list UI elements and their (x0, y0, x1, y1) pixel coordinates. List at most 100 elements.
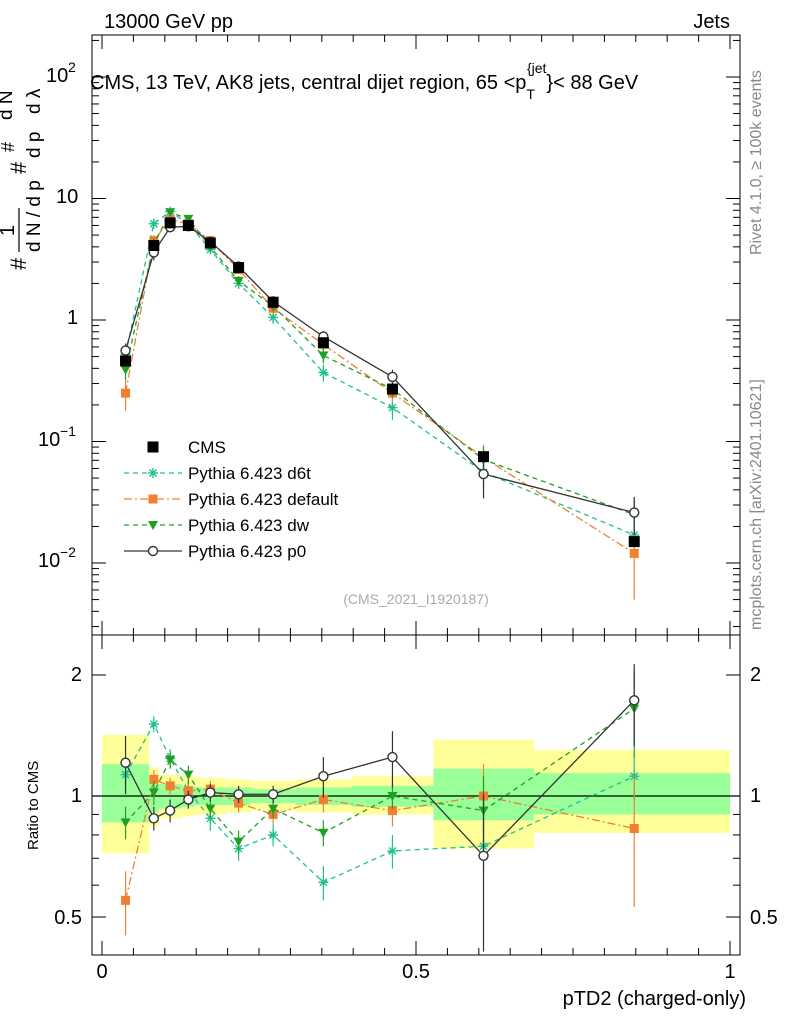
xtick-1: 1 (724, 961, 735, 983)
main-ylabel: # 1 d N / d p # # d p d N d λ (0, 88, 45, 270)
xtick-0.5: 0.5 (402, 961, 430, 983)
ratio-ytick-left-0.5: 0.5 (54, 907, 82, 929)
ytick-label-0.01-exp: −2 (60, 544, 76, 560)
ratio-point-pythia-6-423-dw (183, 770, 194, 780)
ytick-label-0.1-exp: −1 (60, 423, 76, 439)
ratio-ytick-right-2: 2 (750, 664, 761, 686)
svg-text:d p: d p (24, 132, 45, 158)
xtick-0: 0 (96, 961, 107, 983)
ratio-point-pythia-6-423-p0 (233, 789, 244, 800)
ytick-label-1: 1 (67, 307, 78, 329)
svg-text:1: 1 (0, 225, 19, 236)
ratio-point-pythia-6-423-dw (318, 828, 329, 838)
point-cms (204, 237, 216, 249)
point-pythia-6-423-d6t (268, 312, 279, 323)
ratio-point-pythia-6-423-p0 (629, 695, 640, 706)
point-pythia-6-423-p0 (120, 345, 131, 356)
legend-label-pythia-6-423-dw: Pythia 6.423 dw (188, 516, 310, 535)
ytick-label-0.01: 10 (38, 550, 60, 572)
legend-label-pythia-6-423-p0: Pythia 6.423 p0 (188, 542, 306, 561)
point-pythia-6-423-d6t (318, 367, 329, 378)
point-pythia-6-423-d6t (148, 218, 159, 229)
legend-marker-pythia-6-423-dw (148, 521, 158, 530)
point-pythia-6-423-dw (233, 276, 244, 286)
ratio-ylabel: Ratio to CMS (25, 761, 42, 850)
point-cms (267, 296, 279, 308)
ratio-ytick-left-2: 2 (71, 664, 82, 686)
svg-text:d N / d p: d N / d p (24, 180, 45, 252)
point-cms (317, 337, 329, 349)
point-cms (148, 240, 160, 252)
ratio-point-pythia-6-423-dw (387, 792, 398, 801)
plot-title: CMS, 13 TeV, AK8 jets, central dijet reg… (90, 60, 639, 102)
ratio-point-pythia-6-423-p0 (387, 751, 398, 763)
ratio-point-pythia-6-423-dw (205, 804, 216, 814)
ytick-label-0.1: 10 (38, 429, 60, 451)
svg-text:#: # (6, 257, 31, 270)
point-pythia-6-423-default (121, 388, 131, 398)
point-pythia-6-423-default (629, 548, 639, 558)
point-cms (628, 536, 640, 548)
ratio-point-pythia-6-423-d6t (387, 845, 398, 856)
ratio-point-pythia-6-423-p0 (205, 787, 216, 798)
ratio-point-pythia-6-423-default (165, 781, 175, 791)
point-cms (164, 217, 176, 229)
point-pythia-6-423-dw (318, 351, 329, 361)
ratio-point-pythia-6-423-p0 (267, 789, 279, 800)
ytick-label-100: 10 (46, 65, 68, 87)
analysis-watermark: (CMS_2021_I1920187) (343, 591, 489, 607)
point-pythia-6-423-dw (183, 214, 194, 224)
ratio-ytick-right-1: 1 (750, 785, 761, 807)
svg-text:d λ: d λ (24, 88, 45, 114)
point-cms (120, 355, 132, 367)
mcplots-label: mcplots.cern.ch [arXiv:2401.10621] (748, 379, 765, 630)
ratio-point-pythia-6-423-dw (165, 755, 176, 765)
header-left: 13000 GeV pp (104, 11, 233, 33)
point-cms (182, 219, 194, 231)
ratio-point-pythia-6-423-d6t (318, 877, 329, 888)
point-pythia-6-423-p0 (478, 468, 489, 480)
legend-marker-pythia-6-423-default (148, 494, 158, 504)
rivet-label: Rivet 4.1.0, ≥ 100k events (748, 70, 765, 255)
header-right: Jets (693, 11, 730, 33)
legend-marker-cms (147, 441, 159, 453)
point-cms (233, 262, 245, 274)
ytick-label-10: 10 (56, 186, 78, 208)
legend-marker-pythia-6-423-p0 (147, 545, 159, 557)
ratio-point-pythia-6-423-p0 (318, 771, 329, 782)
ratio-ytick-left-1: 1 (71, 785, 82, 807)
ratio-band-green (534, 773, 730, 815)
ratio-ytick-right-0.5: 0.5 (750, 907, 778, 929)
ratio-point-pythia-6-423-d6t (268, 829, 279, 840)
legend-label-cms: CMS (188, 438, 226, 457)
point-pythia-6-423-d6t (387, 402, 398, 413)
ratio-point-pythia-6-423-default (387, 806, 397, 816)
series-line-pythia-6-423-d6t (124, 210, 635, 536)
svg-text:#: # (6, 161, 31, 174)
point-pythia-6-423-p0 (629, 507, 640, 518)
ratio-point-pythia-6-423-dw (233, 837, 244, 847)
point-pythia-6-423-p0 (387, 371, 398, 383)
point-cms (386, 383, 398, 395)
xlabel: pTD2 (charged-only) (563, 988, 746, 1010)
ratio-point-pythia-6-423-dw (268, 804, 279, 814)
legend: CMS Pythia 6.423 d6t Pythia 6.423 default P… (124, 438, 339, 561)
ratio-point-pythia-6-423-p0 (148, 813, 160, 824)
point-pythia-6-423-dw (165, 208, 176, 218)
point-cms (478, 451, 490, 463)
legend-label-pythia-6-423-default: Pythia 6.423 default (188, 490, 339, 509)
plot-layer (92, 35, 740, 955)
ratio-point-pythia-6-423-default (149, 774, 159, 784)
legend-label-pythia-6-423-d6t: Pythia 6.423 d6t (188, 464, 311, 483)
svg-text:d N: d N (0, 90, 17, 120)
ratio-point-pythia-6-423-p0 (164, 805, 176, 816)
point-pythia-6-423-dw (120, 365, 131, 375)
ratio-point-pythia-6-423-dw (148, 788, 159, 798)
legend-marker-pythia-6-423-d6t (148, 468, 158, 478)
ratio-point-pythia-6-423-p0 (120, 757, 131, 768)
ratio-point-pythia-6-423-d6t (148, 719, 159, 730)
ratio-point-pythia-6-423-default (629, 824, 639, 834)
ratio-point-pythia-6-423-p0 (183, 794, 194, 805)
ratio-point-pythia-6-423-default (318, 795, 328, 805)
